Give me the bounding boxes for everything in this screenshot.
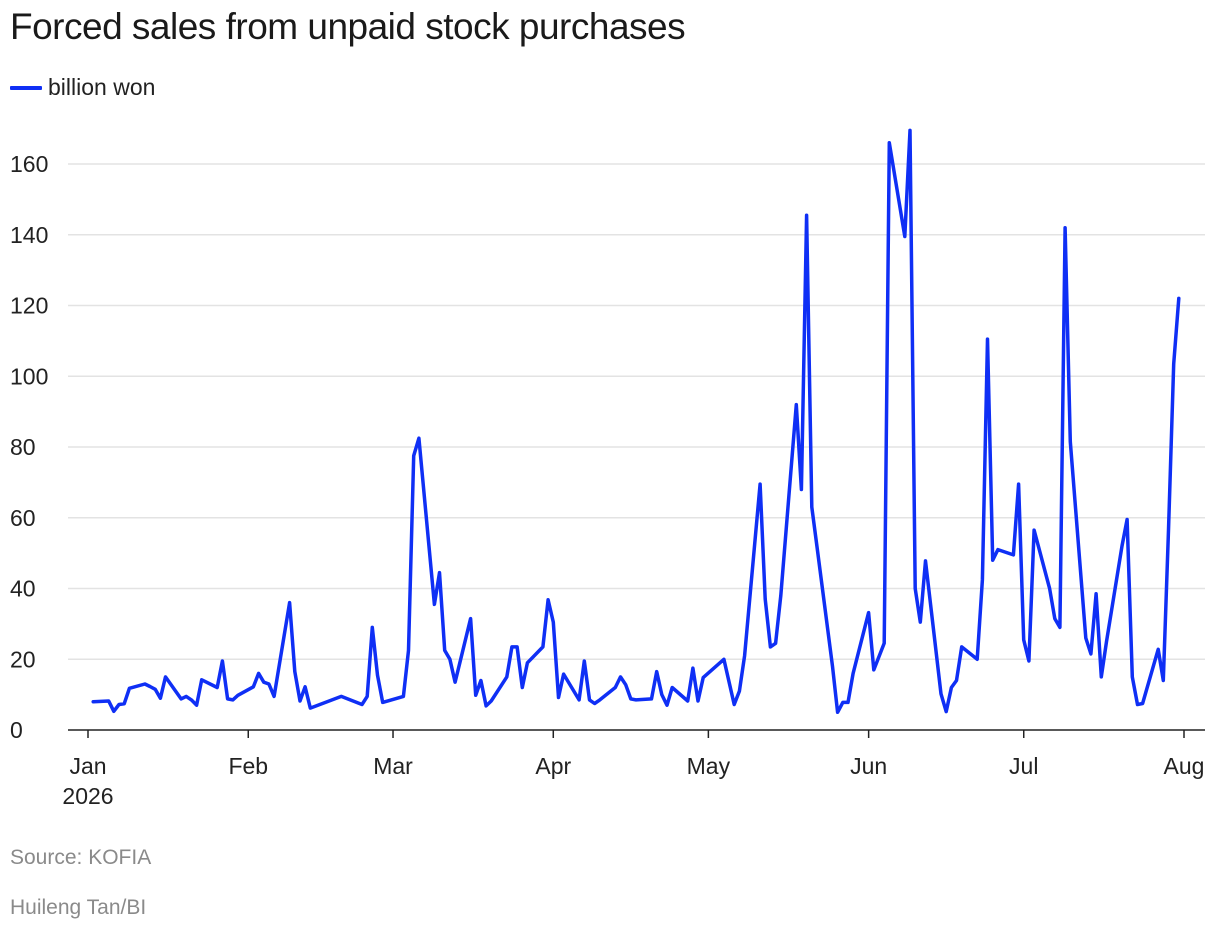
- y-tick-label: 0: [10, 717, 23, 743]
- x-tick-label: Feb: [228, 753, 268, 779]
- x-tick-label: Jun: [850, 753, 887, 779]
- y-tick-label: 80: [10, 434, 36, 460]
- y-tick-label: 20: [10, 646, 36, 672]
- grid-lines: [68, 163, 1205, 660]
- x-tick-label: Jan: [69, 753, 106, 779]
- x-tick-label: Jul: [1009, 753, 1038, 779]
- y-tick-label: 140: [10, 222, 48, 248]
- y-tick-label: 100: [10, 363, 48, 389]
- y-tick-label: 60: [10, 505, 36, 531]
- credit-note: Huileng Tan/BI: [10, 896, 147, 919]
- source-note: Source: KOFIA: [10, 846, 152, 869]
- x-axis: Jan 2026 Feb Mar Apr May Jun Jul Aug: [62, 729, 1205, 809]
- y-tick-label: 40: [10, 576, 36, 602]
- line-chart: 0 20 40 60 80 100 120 140 160 Jan 2026 Feb Mar Apr Ma…: [10, 128, 1205, 809]
- chart-legend: billion won: [10, 74, 155, 101]
- x-tick-label: Apr: [535, 753, 571, 779]
- series-line: [91, 128, 1181, 715]
- legend-label: billion won: [48, 74, 156, 100]
- y-tick-label: 120: [10, 293, 48, 319]
- x-tick-sublabel: 2026: [62, 783, 113, 809]
- x-tick-label: May: [687, 753, 731, 779]
- x-tick-label: Mar: [373, 753, 413, 779]
- y-axis: 0 20 40 60 80 100 120 140 160: [10, 151, 48, 743]
- series-layer: [91, 128, 1181, 715]
- legend-swatch: [10, 85, 42, 90]
- chart-title: Forced sales from unpaid stock purchases: [10, 6, 686, 47]
- x-tick-label: Aug: [1164, 753, 1205, 779]
- y-tick-label: 160: [10, 151, 48, 177]
